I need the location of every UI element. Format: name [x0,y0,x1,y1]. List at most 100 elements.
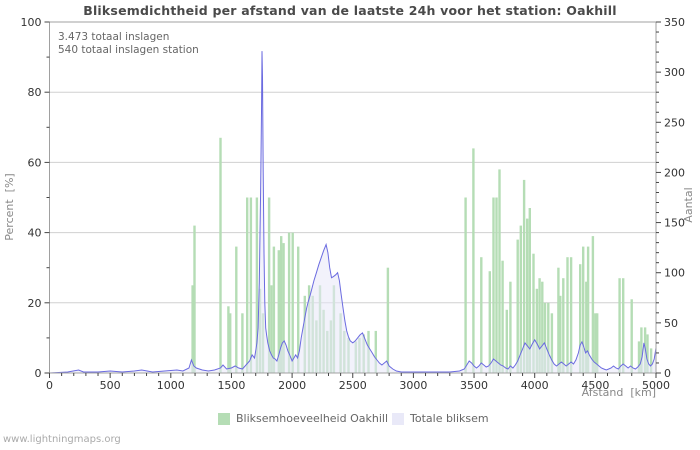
blue-area-line [49,51,657,374]
bar [272,246,276,373]
y-right-tick-label: 50 [664,317,678,330]
bar [618,278,621,373]
watermark-link[interactable]: www.lightningmaps.org [3,434,121,445]
bar [246,197,249,373]
y-right-tick-label: 250 [664,116,685,129]
legend-item-oakhill: Bliksemhoeveelheid Oakhill [218,412,388,425]
bar [464,197,467,373]
bar [547,302,550,373]
bar [277,250,280,373]
legend: Bliksemhoeveelheid Oakhill Totale blikse… [0,412,700,428]
page-title: Bliksemdichtheid per afstand van de laat… [83,3,617,18]
bar [569,257,573,373]
y-left-tick-label: 60 [28,156,42,169]
bar [287,232,291,373]
bar [541,281,544,373]
bar [579,264,582,373]
bar [495,197,498,373]
bar [528,208,531,373]
y-right-tick-label: 0 [664,367,671,380]
bar [591,236,595,373]
y-left-tick-label: 20 [28,297,42,310]
y-left-tick-label: 100 [21,16,42,29]
bar [557,267,560,373]
x-tick-label: 4000 [521,379,549,392]
bar [519,225,522,373]
station-strikes-line: 540 totaal inslagen station [58,44,199,56]
y-right-tick-label: 300 [664,66,685,79]
bar [505,309,508,373]
y-axis-right-title: Aantal [682,187,695,223]
bar [229,313,232,373]
bar [516,239,519,373]
bar [538,278,541,373]
grid-lines [49,91,656,304]
legend-swatch-green [218,412,230,425]
total-strikes-line: 3.473 totaal inslagen [58,31,170,43]
bar [498,169,501,373]
legend-label-oakhill: Bliksemhoeveelheid Oakhill [236,412,388,425]
bar [227,306,230,373]
x-tick-label: 4500 [581,379,609,392]
y-axis-left: 0 20 40 60 80 100 [21,16,50,380]
bar [235,246,238,373]
bar [586,246,590,373]
bar [566,257,569,373]
bar [501,260,504,373]
bar [526,218,529,373]
y-axis-left-title: Percent [%] [3,173,16,241]
bar [280,236,283,373]
total-strikes-annotation: 3.473 totaal inslagen 540 totaal inslage… [58,31,199,57]
legend-label-total: Totale bliksem [410,412,489,425]
bar [640,327,643,373]
bar [193,225,196,373]
x-tick-label: 1000 [157,379,185,392]
bar [249,197,253,373]
y-right-tick-label: 150 [664,217,685,230]
bar [191,285,194,374]
plot-border [49,21,657,374]
legend-swatch-lavender [392,412,404,425]
bar [637,341,641,373]
bar [596,313,599,373]
x-tick-label: 2500 [339,379,367,392]
total-lightning-area [49,51,656,373]
bar [646,334,649,373]
x-tick-label: 0 [46,379,53,392]
bar [291,232,294,373]
bar [522,179,526,373]
x-tick-label: 2000 [278,379,306,392]
bar [374,330,377,373]
bar [492,197,495,373]
x-tick-label: 3500 [460,379,488,392]
x-tick-label: 3000 [399,379,427,392]
bar [219,137,222,373]
legend-item-total: Totale bliksem [392,412,489,425]
bar [282,243,285,373]
x-tick-label: 1500 [217,379,245,392]
bar [585,281,588,373]
y-right-tick-label: 100 [664,267,685,280]
bar [488,271,491,373]
bar [630,299,633,373]
bar [594,313,597,373]
bar [550,313,554,373]
x-axis-title: Afstand [km] [581,386,656,399]
bar [649,348,653,373]
bar [532,253,535,373]
y-right-tick-label: 350 [664,16,685,29]
bar [582,246,585,373]
y-left-tick-label: 40 [28,227,42,240]
bar [472,148,475,373]
x-tick-label: 500 [100,379,121,392]
bar [241,313,244,373]
bar [543,302,547,373]
bar [559,295,562,373]
bar [297,246,300,373]
bar [270,285,273,374]
bar [562,278,565,373]
bar [480,257,483,373]
bar [535,288,539,373]
